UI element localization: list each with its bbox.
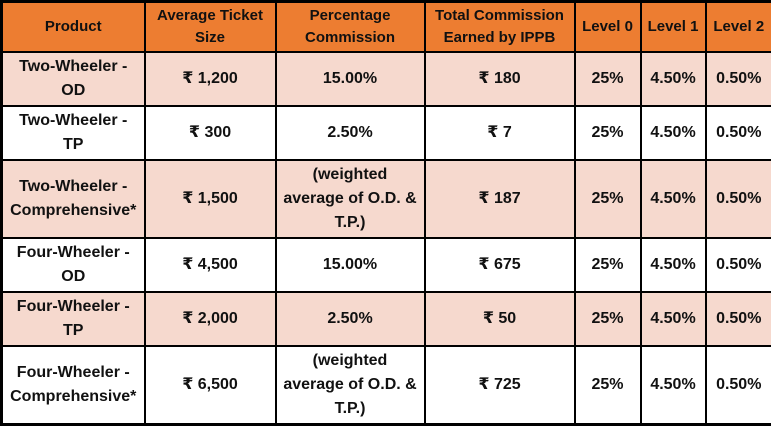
level0-cell: 25% [575, 238, 641, 292]
header-row: Product Average Ticket Size Percentage C… [2, 2, 771, 52]
pct-commission-cell: (weighted average of O.D. & T.P.) [276, 160, 425, 238]
pct-commission-cell: 15.00% [276, 238, 425, 292]
product-cell: Two-Wheeler - OD [2, 52, 145, 106]
col-header-level0: Level 0 [575, 2, 641, 52]
product-cell: Four-Wheeler - TP [2, 292, 145, 346]
total-commission-cell: ₹ 7 [425, 106, 575, 160]
avg-ticket-cell: ₹ 1,200 [145, 52, 276, 106]
col-header-product: Product [2, 2, 145, 52]
level0-cell: 25% [575, 346, 641, 425]
avg-ticket-cell: ₹ 300 [145, 106, 276, 160]
pct-commission-cell: (weighted average of O.D. & T.P.) [276, 346, 425, 425]
level1-cell: 4.50% [641, 238, 706, 292]
level2-cell: 0.50% [706, 160, 771, 238]
level2-cell: 0.50% [706, 292, 771, 346]
total-commission-cell: ₹ 725 [425, 346, 575, 425]
avg-ticket-cell: ₹ 1,500 [145, 160, 276, 238]
product-cell: Four-Wheeler - OD [2, 238, 145, 292]
avg-ticket-cell: ₹ 6,500 [145, 346, 276, 425]
total-commission-cell: ₹ 180 [425, 52, 575, 106]
level0-cell: 25% [575, 52, 641, 106]
total-commission-cell: ₹ 187 [425, 160, 575, 238]
pct-commission-cell: 15.00% [276, 52, 425, 106]
level2-cell: 0.50% [706, 106, 771, 160]
table-row-two-wheeler-od: Two-Wheeler - OD ₹ 1,200 15.00% ₹ 180 25… [2, 52, 771, 106]
level1-cell: 4.50% [641, 292, 706, 346]
level0-cell: 25% [575, 106, 641, 160]
col-header-percentage-commission: Percentage Commission [276, 2, 425, 52]
product-cell: Two-Wheeler - TP [2, 106, 145, 160]
level2-cell: 0.50% [706, 346, 771, 425]
product-cell: Four-Wheeler - Comprehensive* [2, 346, 145, 425]
col-header-level1: Level 1 [641, 2, 706, 52]
pct-commission-cell: 2.50% [276, 106, 425, 160]
pct-commission-cell: 2.50% [276, 292, 425, 346]
level2-cell: 0.50% [706, 52, 771, 106]
level2-cell: 0.50% [706, 238, 771, 292]
total-commission-cell: ₹ 675 [425, 238, 575, 292]
level0-cell: 25% [575, 292, 641, 346]
level1-cell: 4.50% [641, 346, 706, 425]
table-row-four-wheeler-od: Four-Wheeler - OD ₹ 4,500 15.00% ₹ 675 2… [2, 238, 771, 292]
table-row-two-wheeler-tp: Two-Wheeler - TP ₹ 300 2.50% ₹ 7 25% 4.5… [2, 106, 771, 160]
level0-cell: 25% [575, 160, 641, 238]
table-row-two-wheeler-comprehensive: Two-Wheeler - Comprehensive* ₹ 1,500 (we… [2, 160, 771, 238]
col-header-avg-ticket-size: Average Ticket Size [145, 2, 276, 52]
table-row-four-wheeler-tp: Four-Wheeler - TP ₹ 2,000 2.50% ₹ 50 25%… [2, 292, 771, 346]
level1-cell: 4.50% [641, 106, 706, 160]
total-commission-cell: ₹ 50 [425, 292, 575, 346]
avg-ticket-cell: ₹ 2,000 [145, 292, 276, 346]
avg-ticket-cell: ₹ 4,500 [145, 238, 276, 292]
product-cell: Two-Wheeler - Comprehensive* [2, 160, 145, 238]
col-header-total-commission: Total Commission Earned by IPPB [425, 2, 575, 52]
col-header-level2: Level 2 [706, 2, 771, 52]
level1-cell: 4.50% [641, 160, 706, 238]
level1-cell: 4.50% [641, 52, 706, 106]
table-row-four-wheeler-comprehensive: Four-Wheeler - Comprehensive* ₹ 6,500 (w… [2, 346, 771, 425]
